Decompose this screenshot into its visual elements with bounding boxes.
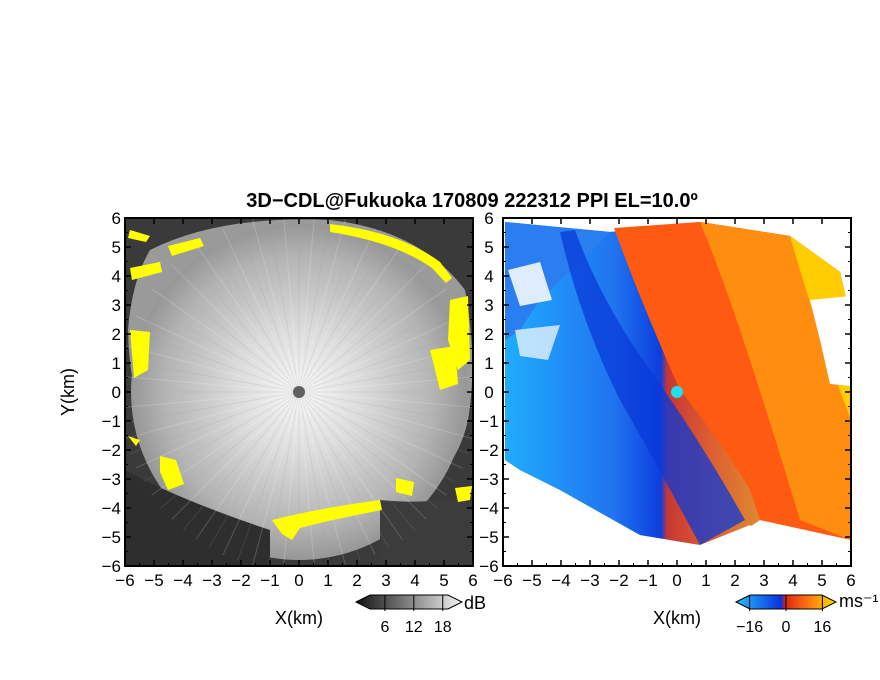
x-tick-label: 1: [701, 571, 710, 590]
x-tick-label: −4: [551, 571, 570, 590]
y-tick-label: 6: [112, 209, 121, 228]
y-tick-label: 2: [484, 325, 493, 344]
y-tick-label: −2: [479, 441, 498, 460]
x-tick-label: 3: [381, 571, 390, 590]
chart-title: 3D−CDL@Fukuoka 170809 222312 PPI EL=10.0…: [246, 190, 698, 212]
y-tick-label: −3: [102, 470, 121, 489]
x-tick-label: −6: [493, 571, 512, 590]
x-tick-label: −5: [144, 571, 163, 590]
x-tick-label: 5: [817, 571, 826, 590]
x-tick-label: −1: [260, 571, 279, 590]
x-tick-label: 6: [468, 571, 477, 590]
x-tick-label: 4: [410, 571, 419, 590]
left-axis-ticks: −6 −5 −4 −3 −2 −1 0 1 2 3 4 5 6 6 5 4 3 2 1 0 −1 −2 −3 −4 −5 −6: [102, 209, 478, 590]
colorbar-tick-label: 16: [813, 619, 831, 636]
colorbar-tick-label: 0: [782, 619, 791, 636]
y-tick-label: −1: [102, 412, 121, 431]
y-tick-label: −5: [102, 528, 121, 547]
y-tick-label: 5: [112, 238, 121, 257]
radar-site-marker-right: [671, 386, 683, 398]
y-tick-label: −4: [102, 499, 121, 518]
intensity-unit: dB: [464, 593, 486, 613]
colorbar-tick-label: 18: [434, 619, 452, 636]
y-tick-label: −5: [479, 528, 498, 547]
left-y-axis-label: Y(km): [58, 368, 78, 416]
right-axis-ticks: −6 −5 −4 −3 −2 −1 0 1 2 3 4 5 6 6 5 4 3 2 1 0 −1 −2 −3 −4 −5 −6: [479, 209, 855, 590]
velocity-colorbar: −16 0 16 ms⁻¹: [734, 591, 879, 636]
y-tick-label: 4: [112, 267, 121, 286]
x-tick-label: 0: [294, 571, 303, 590]
x-tick-label: 5: [439, 571, 448, 590]
y-tick-label: −3: [479, 470, 498, 489]
y-tick-label: −1: [479, 412, 498, 431]
x-tick-label: 2: [352, 571, 361, 590]
y-tick-label: 0: [484, 383, 493, 402]
velocity-unit: ms⁻¹: [839, 591, 879, 611]
y-tick-label: 3: [112, 296, 121, 315]
y-tick-label: 0: [112, 383, 121, 402]
intensity-colorbar: 6 12 18 dB: [354, 593, 486, 636]
intensity-image: [125, 218, 473, 566]
x-tick-label: 3: [759, 571, 768, 590]
x-tick-label: −6: [115, 571, 134, 590]
y-tick-label: 2: [112, 325, 121, 344]
x-tick-label: 4: [788, 571, 797, 590]
colorbar-tick-label: 6: [380, 619, 389, 636]
x-tick-label: −2: [609, 571, 628, 590]
x-tick-label: −1: [638, 571, 657, 590]
colorbar-tick-label: 12: [405, 619, 423, 636]
x-tick-label: −4: [173, 571, 192, 590]
left-x-axis-label: X(km): [275, 608, 323, 628]
y-tick-label: −6: [479, 557, 498, 576]
y-tick-label: 4: [484, 267, 493, 286]
y-tick-label: 1: [484, 354, 493, 373]
y-tick-label: 1: [112, 354, 121, 373]
x-tick-label: −3: [202, 571, 221, 590]
left-panel: −6 −5 −4 −3 −2 −1 0 1 2 3 4 5 6 6 5 4 3 2 1 0 −1 −2 −3 −4 −5 −6 X…: [58, 209, 478, 628]
yellow-echo-edge: [128, 224, 472, 540]
x-tick-label: 0: [672, 571, 681, 590]
y-tick-label: 6: [484, 209, 493, 228]
right-panel: −6 −5 −4 −3 −2 −1 0 1 2 3 4 5 6 6 5 4 3 2 1 0 −1 −2 −3 −4 −5 −6 X…: [479, 209, 855, 628]
colorbar-tick-label: −16: [736, 619, 763, 636]
x-tick-label: −3: [580, 571, 599, 590]
x-tick-label: −2: [231, 571, 250, 590]
y-tick-label: −6: [102, 557, 121, 576]
radar-site-marker: [293, 386, 305, 398]
x-tick-label: −5: [522, 571, 541, 590]
velocity-image: [503, 218, 851, 566]
x-tick-label: 2: [730, 571, 739, 590]
y-tick-label: 3: [484, 296, 493, 315]
y-tick-label: −2: [102, 441, 121, 460]
x-tick-label: 1: [323, 571, 332, 590]
y-tick-label: −4: [479, 499, 498, 518]
right-x-axis-label: X(km): [653, 608, 701, 628]
y-tick-label: 5: [484, 238, 493, 257]
x-tick-label: 6: [846, 571, 855, 590]
